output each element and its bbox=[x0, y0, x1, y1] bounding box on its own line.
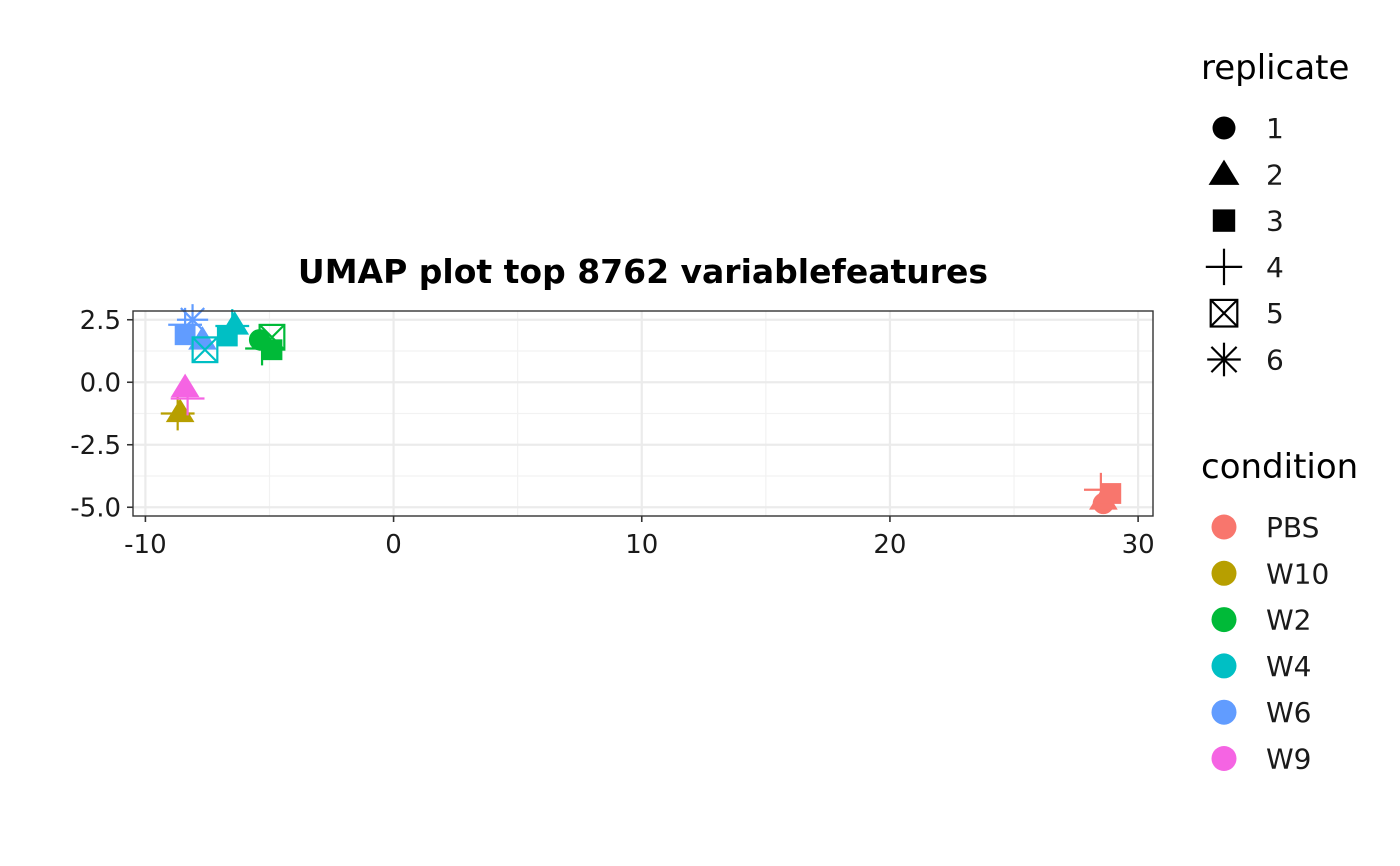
legend-replicate-item: 2 bbox=[1208, 158, 1284, 191]
legend-key-circle bbox=[1212, 116, 1236, 140]
legend-replicate-label: 6 bbox=[1266, 344, 1284, 377]
legend-condition-item: W2 bbox=[1211, 604, 1312, 637]
y-tick-label: -2.5 bbox=[70, 431, 121, 461]
legend-replicate-title: replicate bbox=[1201, 48, 1349, 88]
legend-key-circle bbox=[1211, 607, 1237, 633]
plot-panel-border bbox=[132, 310, 1154, 517]
y-tick-label: -5.0 bbox=[70, 493, 121, 523]
grid-minor bbox=[133, 311, 1153, 516]
legend-key-plus bbox=[1205, 248, 1243, 286]
legend-key-triangle bbox=[1208, 159, 1240, 185]
x-axis-tick-labels: -10 0 10 20 30 bbox=[124, 530, 1154, 560]
data-point-w10-rep2 bbox=[165, 398, 195, 423]
legend-key-circle bbox=[1211, 653, 1237, 679]
x-tick-label: -10 bbox=[124, 530, 166, 560]
legend-key-circle bbox=[1211, 746, 1237, 771]
x-tick-label: 10 bbox=[625, 530, 658, 560]
data-point-w4-rep2 bbox=[220, 311, 250, 335]
legend-replicate-label: 3 bbox=[1266, 205, 1284, 238]
legend-key-circle bbox=[1211, 560, 1237, 586]
legend-condition-item: PBS bbox=[1211, 511, 1319, 544]
legend-replicate-item: 3 bbox=[1212, 205, 1284, 238]
data-point-w4-rep5 bbox=[191, 336, 219, 364]
legend-condition-item: W4 bbox=[1211, 650, 1312, 683]
grid-major bbox=[133, 311, 1153, 516]
legend-replicate-item: 1 bbox=[1212, 112, 1284, 145]
data-point-w6-rep3 bbox=[174, 324, 196, 346]
data-point-w9-rep4 bbox=[170, 381, 205, 416]
legend-replicate-item: 5 bbox=[1209, 297, 1284, 330]
x-tick-label: 30 bbox=[1122, 530, 1155, 560]
legend-condition-label: W9 bbox=[1266, 743, 1312, 776]
data-point-w9-rep2 bbox=[170, 373, 200, 398]
legend-key-circle bbox=[1211, 699, 1237, 725]
legend-key-asterisk bbox=[1207, 342, 1241, 377]
legend-replicate-label: 4 bbox=[1266, 251, 1284, 284]
legend-condition-item: W9 bbox=[1211, 743, 1312, 776]
y-tick-label: 0.0 bbox=[80, 368, 121, 398]
chart-title: UMAP plot top 8762 variablefeatures bbox=[298, 252, 988, 291]
legend-replicate-label: 2 bbox=[1266, 158, 1284, 191]
legend-condition-title: condition bbox=[1201, 447, 1358, 487]
legend-replicate-label: 5 bbox=[1266, 297, 1284, 330]
legend-condition-item: W6 bbox=[1211, 696, 1312, 729]
data-point-w2-rep5 bbox=[258, 323, 286, 351]
data-point-w10-rep4 bbox=[160, 396, 195, 431]
legend-condition-item: W10 bbox=[1211, 557, 1329, 590]
legend-condition: condition PBS W10 W2 W4 W6 W9 bbox=[1201, 447, 1358, 776]
legend-condition-label: PBS bbox=[1266, 511, 1319, 544]
x-tick-label: 0 bbox=[385, 530, 402, 560]
x-tick-label: 20 bbox=[873, 530, 906, 560]
legend-condition-label: W6 bbox=[1266, 696, 1312, 729]
legend-condition-label: W2 bbox=[1266, 604, 1312, 637]
y-axis-tick-labels: -5.0 -2.5 0.0 2.5 bbox=[70, 306, 121, 524]
legend-replicate-label: 1 bbox=[1266, 112, 1284, 145]
legend-condition-label: W10 bbox=[1266, 557, 1329, 590]
data-point-pbs-rep3 bbox=[1100, 483, 1122, 504]
legend-condition-label: W4 bbox=[1266, 650, 1312, 683]
legend-key-circle bbox=[1211, 514, 1237, 540]
data-points bbox=[160, 304, 1122, 515]
legend-replicate-item: 4 bbox=[1205, 248, 1284, 286]
legend-replicate: replicate 1 2 3 4 5 6 bbox=[1201, 48, 1349, 377]
axis-ticks bbox=[127, 318, 1139, 522]
legend-key-square bbox=[1212, 209, 1236, 232]
legend-key-boxed-x bbox=[1209, 298, 1239, 328]
legend-replicate-item: 6 bbox=[1207, 342, 1284, 377]
y-tick-label: 2.5 bbox=[80, 306, 121, 336]
